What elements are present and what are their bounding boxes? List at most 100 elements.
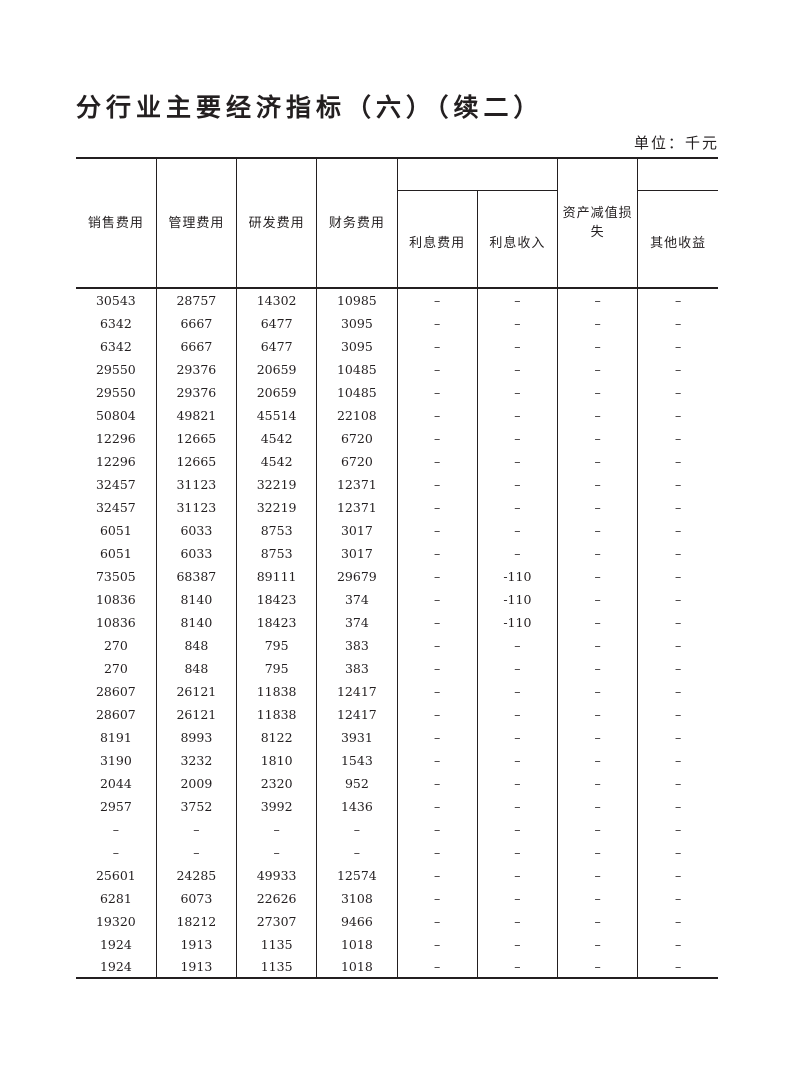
table-cell: – xyxy=(637,335,718,358)
column-header: 利息费用 xyxy=(396,189,478,289)
table-cell: 68387 xyxy=(155,565,237,588)
table-cell: – xyxy=(476,749,558,772)
table-cell: – xyxy=(637,726,718,749)
table-cell: 3108 xyxy=(316,887,397,910)
table-cell: 18212 xyxy=(155,910,237,933)
table-cell: 952 xyxy=(316,772,397,795)
table-cell: 10485 xyxy=(316,358,397,381)
table-cell: 374 xyxy=(316,611,397,634)
table-cell: – xyxy=(556,910,638,933)
table-cell: – xyxy=(556,358,638,381)
table-cell: 1135 xyxy=(235,956,317,979)
table-cell: – xyxy=(476,910,558,933)
table-cell: 10836 xyxy=(95,615,136,630)
table-cell: 12296 xyxy=(95,454,136,469)
table-row: 19320 18212 27307 9466– – – – xyxy=(76,910,718,933)
table-cell: 32457 xyxy=(95,500,136,515)
table-cell: – xyxy=(476,680,558,703)
table-cell: – xyxy=(556,427,638,450)
table-row: 29550 29376 20659 10485– – – – xyxy=(76,358,718,381)
table-cell: 8122 xyxy=(235,726,317,749)
table-cell: 32219 xyxy=(235,473,317,496)
table-cell: – xyxy=(476,312,558,335)
table-cell: 1543 xyxy=(316,749,397,772)
table-cell: 11838 xyxy=(235,703,317,726)
table-cell: – xyxy=(556,450,638,473)
table-cell: 2957 xyxy=(99,799,132,814)
table-cell: 27307 xyxy=(235,910,317,933)
table-cell: – xyxy=(396,726,478,749)
table-cell: – xyxy=(476,772,558,795)
table-cell: – xyxy=(316,841,397,864)
table-cell: 49933 xyxy=(235,864,317,887)
table-cell: 20659 xyxy=(235,358,317,381)
table-row: 50804 49821 45514 22108– – – – xyxy=(76,404,718,427)
table-cell: – xyxy=(556,657,638,680)
column-header: 研发费用 xyxy=(235,157,317,289)
economic-indicators-table: 销售费用 管理费用 研发费用 财务费用 资产减值损失 利息费用 利息收入 其他收… xyxy=(76,157,718,979)
table-cell: 3095 xyxy=(316,312,397,335)
table-row: 8191 8993 8122 3931– – – – xyxy=(76,726,718,749)
table-cell: – xyxy=(637,795,718,818)
table-cell: 29550 xyxy=(95,362,136,377)
table-cell: – xyxy=(396,634,478,657)
table-cell: 28757 xyxy=(155,288,237,312)
table-cell: 6033 xyxy=(155,519,237,542)
table-cell: – xyxy=(396,864,478,887)
table-cell: 374 xyxy=(316,588,397,611)
table-cell: 10836 xyxy=(95,592,136,607)
table-row: 29550 29376 20659 10485– – – – xyxy=(76,381,718,404)
table-cell: – xyxy=(155,818,237,841)
table-cell: 26121 xyxy=(155,680,237,703)
table-cell: 89111 xyxy=(235,565,317,588)
table-cell: – xyxy=(556,818,638,841)
table-cell: – xyxy=(396,565,478,588)
table-cell: 3017 xyxy=(316,519,397,542)
table-cell: 6033 xyxy=(155,542,237,565)
table-cell: – xyxy=(396,841,478,864)
table-cell: – xyxy=(556,634,638,657)
table-cell: – xyxy=(637,818,718,841)
group-header-empty xyxy=(396,157,558,190)
table-cell: 10985 xyxy=(316,288,397,312)
table-cell: – xyxy=(476,450,558,473)
table-cell: 3095 xyxy=(316,335,397,358)
table-cell: -110 xyxy=(476,588,558,611)
table-cell: – xyxy=(556,519,638,542)
page-title: 分行业主要经济指标（六）（续二） xyxy=(76,93,544,122)
table-cell: 12417 xyxy=(316,680,397,703)
table-row: 10836 8140 18423 374– -110– – xyxy=(76,611,718,634)
table-cell: – xyxy=(235,818,317,841)
table-cell: 31123 xyxy=(155,496,237,519)
table-row: 28607 26121 11838 12417– – – – xyxy=(76,703,718,726)
table-cell: 29376 xyxy=(155,381,237,404)
table-cell: 12665 xyxy=(155,450,237,473)
table-cell: – xyxy=(476,519,558,542)
table-cell: 12574 xyxy=(316,864,397,887)
table-cell: – xyxy=(396,288,478,312)
table-cell: – xyxy=(556,864,638,887)
table-cell: 22626 xyxy=(235,887,317,910)
table-cell: – xyxy=(556,956,638,979)
table-row: 12296 12665 4542 6720– – – – xyxy=(76,427,718,450)
table-cell: – xyxy=(556,749,638,772)
table-cell: 25601 xyxy=(95,868,136,883)
table-cell: 1018 xyxy=(316,956,397,979)
table-cell: 3931 xyxy=(316,726,397,749)
table-row: 32457 31123 32219 12371– – – – xyxy=(76,473,718,496)
table-row: – – – – – – – – xyxy=(76,818,718,841)
table-cell: 848 xyxy=(155,634,237,657)
table-cell: – xyxy=(396,933,478,956)
table-cell: 29550 xyxy=(95,385,136,400)
table-cell: 795 xyxy=(235,634,317,657)
table-row: 270 848 795 383– – – – xyxy=(76,657,718,680)
table-cell: – xyxy=(556,887,638,910)
table-cell: – xyxy=(316,818,397,841)
table-cell: – xyxy=(396,358,478,381)
table-cell: – xyxy=(476,933,558,956)
table-cell: – xyxy=(476,381,558,404)
table-cell: – xyxy=(476,841,558,864)
table-cell: 8753 xyxy=(235,519,317,542)
table-cell: 8753 xyxy=(235,542,317,565)
table-cell: – xyxy=(637,910,718,933)
